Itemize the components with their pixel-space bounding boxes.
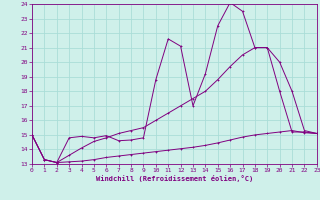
X-axis label: Windchill (Refroidissement éolien,°C): Windchill (Refroidissement éolien,°C) <box>96 175 253 182</box>
